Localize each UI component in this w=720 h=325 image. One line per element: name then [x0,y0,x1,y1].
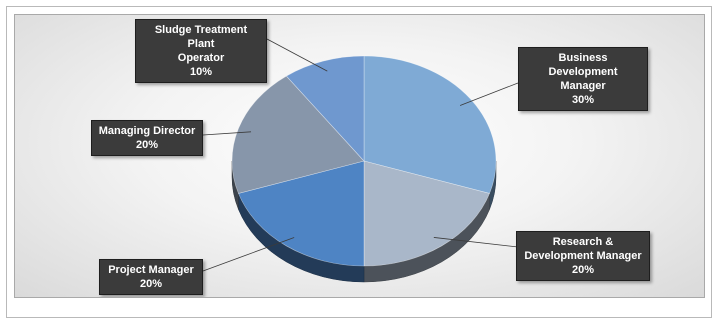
chart-frame [6,6,712,318]
pie-slice-2 [238,160,365,267]
callout-managing-director: Managing Director 20% [91,120,203,156]
callout-label-line: Project Manager [108,264,194,276]
callout-value: 20% [571,264,595,276]
callout-label-line: Research & [552,236,614,248]
callout-value: 10% [189,66,213,78]
pie-slice-3 [231,75,365,194]
callout-label-line: Manager [560,80,606,92]
callout-label-line: Managing Director [98,125,196,137]
callout-leaders [202,38,519,272]
pie-slice-0 [363,55,497,194]
pie-slice-4 [285,55,365,162]
callout-sludge-treatment-plant-operator: Sludge Treatment Plant Operator 10% [135,19,267,83]
callout-research-development-manager: Research & Development Manager 20% [516,231,650,281]
callout-business-development-manager: Business Development Manager 30% [518,47,648,111]
callout-label-line: Operator [177,52,225,64]
callout-label-line: Sludge Treatment Plant [154,24,248,50]
pie-slice-1 [363,160,490,267]
callout-value: 20% [139,278,163,290]
callout-value: 20% [135,139,159,151]
leader-line-0 [459,82,519,106]
leader-line-4 [266,38,328,72]
chart-panel: Business Development Manager 30% Researc… [14,14,705,298]
pie-slices [231,55,497,267]
callout-project-manager: Project Manager 20% [99,259,203,295]
callout-label-line: Business Development [548,52,618,78]
callout-label-line: Development Manager [524,250,642,262]
leader-line-2 [202,237,295,272]
leader-line-1 [433,237,519,248]
pie-chart [202,38,519,283]
callout-value: 30% [571,94,595,106]
leader-line-3 [202,131,252,136]
